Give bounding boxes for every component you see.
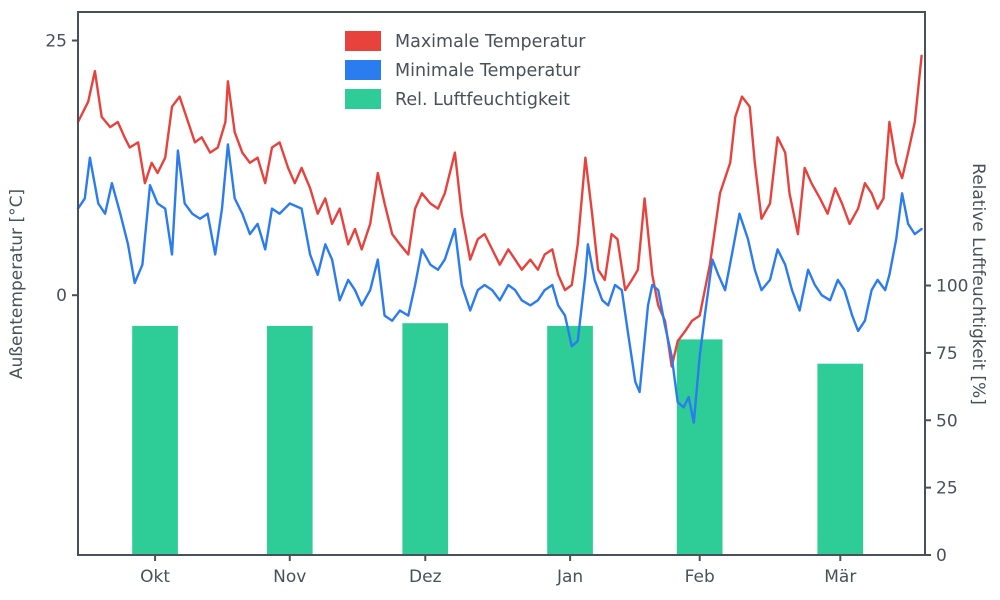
min-temp-line (76, 143, 923, 424)
humidity-bar (547, 325, 593, 555)
month-label: Feb (685, 567, 715, 587)
right-tick-label: 0 (936, 546, 947, 566)
month-label: Okt (140, 567, 170, 587)
month-label: Jan (556, 567, 583, 587)
legend-label: Minimale Temperatur (395, 61, 581, 81)
humidity-bar (676, 339, 723, 555)
plot-frame (77, 11, 926, 556)
legend-swatch (345, 31, 381, 51)
legend-label: Maximale Temperatur (395, 32, 586, 52)
left-tick-label: 25 (45, 32, 67, 52)
humidity-bar (402, 323, 449, 555)
left-tick-label: 0 (56, 286, 67, 306)
legend-swatch (345, 60, 381, 80)
max-temp-line (76, 54, 923, 368)
right-tick-label: 75 (936, 344, 958, 364)
plot-layers: 0 25 0 25 50 75 100 Okt Nov Dez Jan Feb Mär Maximale … (45, 11, 968, 587)
month-label: Nov (273, 567, 306, 587)
humidity-bar (132, 325, 178, 555)
legend-swatch (345, 89, 381, 109)
month-label: Dez (409, 567, 442, 587)
right-tick-label: 25 (936, 479, 958, 499)
legend-label: Rel. Luftfeuchtigkeit (395, 90, 570, 110)
right-axis-title: Relative Luftfeuchtigkeit [%] (968, 163, 988, 405)
right-tick-label: 50 (936, 411, 958, 431)
month-label: Mär (824, 567, 856, 587)
left-axis-title: Außentemperatur [°C] (7, 189, 27, 379)
humidity-bar (266, 325, 313, 555)
right-tick-label: 100 (936, 277, 968, 297)
humidity-bar (817, 363, 864, 555)
